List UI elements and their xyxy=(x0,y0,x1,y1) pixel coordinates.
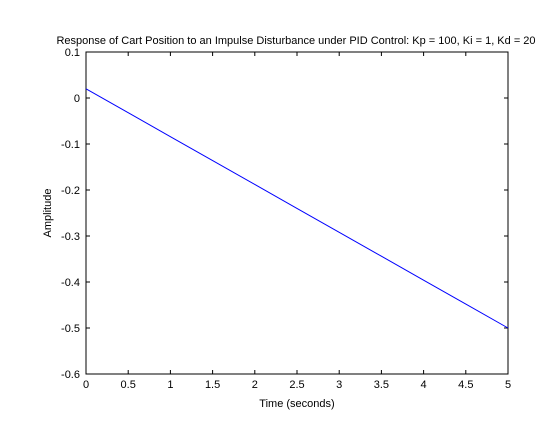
x-tick-label: 5 xyxy=(505,379,511,391)
series-layer xyxy=(85,88,509,329)
x-tick-label: 1 xyxy=(167,379,173,391)
y-tick-label: 0.1 xyxy=(65,47,80,59)
x-tick-label: 0 xyxy=(83,379,89,391)
x-tick-label: 4.5 xyxy=(458,379,473,391)
y-tick-label: -0.5 xyxy=(61,323,80,335)
plot-area xyxy=(85,51,509,375)
y-tick-label: -0.1 xyxy=(61,139,80,151)
x-tick-label: 2.5 xyxy=(289,379,304,391)
x-tick-label: 3.5 xyxy=(374,379,389,391)
x-tick-label: 4 xyxy=(421,379,427,391)
axis-tick-labels: 0 0.5 1 1.5 2 2.5 3 3.5 4 4.5 5 -0.6 -0.5 -0.4 -0.3 -0.… xyxy=(61,47,511,391)
x-tick-label: 0.5 xyxy=(121,379,136,391)
y-tick-label: -0.3 xyxy=(61,231,80,243)
x-axis-label: Time (seconds) xyxy=(259,398,334,410)
y-axis-label: Amplitude xyxy=(42,189,54,238)
x-tick-label: 1.5 xyxy=(205,379,220,391)
y-tick-label: 0 xyxy=(74,93,80,105)
y-tick-label: -0.6 xyxy=(61,369,80,381)
x-tick-label: 2 xyxy=(252,379,258,391)
chart-title: Response of Cart Position to an Impulse … xyxy=(56,35,535,47)
axis-ticks xyxy=(85,51,509,375)
y-tick-label: -0.4 xyxy=(61,277,80,289)
x-tick-label: 3 xyxy=(336,379,342,391)
y-tick-label: -0.2 xyxy=(61,185,80,197)
series-line xyxy=(85,88,509,329)
